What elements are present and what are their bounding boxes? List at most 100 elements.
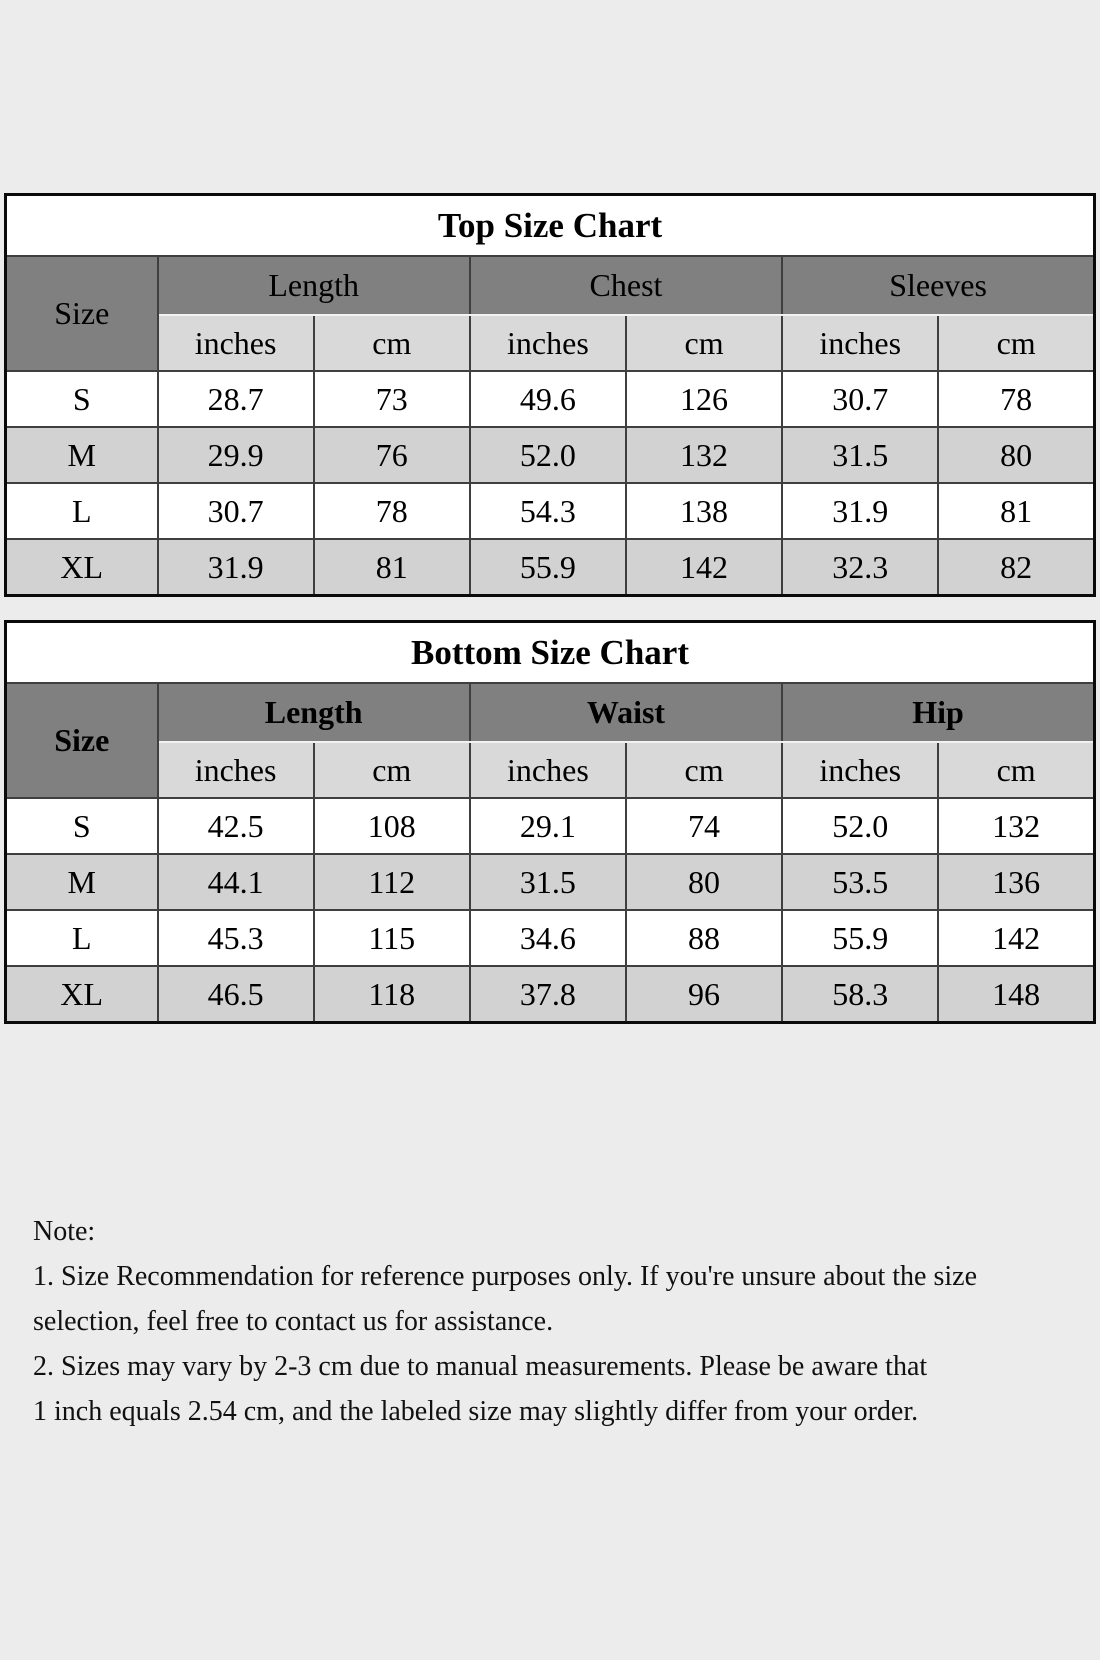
- value-cell: 52.0: [468, 426, 627, 484]
- value-cell: 37.8: [468, 965, 627, 1024]
- value-cell: 46.5: [156, 965, 315, 1024]
- unit-header: inches: [468, 741, 627, 799]
- bottom-chart-title-row: Bottom Size Chart: [4, 620, 1096, 684]
- size-cell: M: [4, 426, 159, 484]
- value-cell: 44.1: [156, 853, 315, 911]
- value-cell: 108: [312, 797, 471, 855]
- value-cell: 81: [312, 538, 471, 597]
- top-chart-row-m: M 29.9 76 52.0 132 31.5 80: [4, 426, 1096, 484]
- bottom-chart-size-header: Size: [4, 682, 159, 799]
- value-cell: 29.1: [468, 797, 627, 855]
- value-cell: 132: [937, 797, 1096, 855]
- value-cell: 142: [624, 538, 784, 597]
- bottom-chart-group-hip: Hip: [781, 682, 1096, 743]
- size-cell: S: [4, 370, 159, 428]
- value-cell: 112: [312, 853, 471, 911]
- value-cell: 136: [937, 853, 1096, 911]
- value-cell: 58.3: [781, 965, 940, 1024]
- unit-header: cm: [312, 741, 471, 799]
- unit-header: inches: [156, 741, 315, 799]
- value-cell: 54.3: [468, 482, 627, 540]
- bottom-chart-group-header-row: Size Length Waist Hip: [4, 682, 1096, 799]
- size-cell: L: [4, 909, 159, 967]
- value-cell: 96: [624, 965, 784, 1024]
- value-cell: 29.9: [156, 426, 315, 484]
- value-cell: 148: [937, 965, 1096, 1024]
- value-cell: 80: [624, 853, 784, 911]
- bottom-size-chart-table: Bottom Size Chart Size Length Waist Hip …: [4, 620, 1096, 1024]
- value-cell: 32.3: [781, 538, 940, 597]
- value-cell: 126: [624, 370, 784, 428]
- unit-header: inches: [781, 314, 940, 372]
- bottom-chart-row-l: L 45.3 115 34.6 88 55.9 142: [4, 909, 1096, 967]
- top-size-chart-table: Top Size Chart Size Length Chest Sleeves…: [4, 193, 1096, 597]
- unit-header: cm: [312, 314, 471, 372]
- top-chart-title-row: Top Size Chart: [4, 193, 1096, 257]
- value-cell: 142: [937, 909, 1096, 967]
- top-chart-group-sleeves: Sleeves: [781, 255, 1096, 316]
- value-cell: 115: [312, 909, 471, 967]
- value-cell: 132: [624, 426, 784, 484]
- size-cell: XL: [4, 965, 159, 1024]
- note-line-1-continued: selection, feel free to contact us for a…: [33, 1306, 554, 1337]
- value-cell: 78: [937, 370, 1096, 428]
- value-cell: 30.7: [781, 370, 940, 428]
- value-cell: 138: [624, 482, 784, 540]
- value-cell: 30.7: [156, 482, 315, 540]
- bottom-chart-group-waist: Waist: [468, 682, 784, 743]
- value-cell: 80: [937, 426, 1096, 484]
- top-chart-size-header: Size: [4, 255, 159, 372]
- unit-header: cm: [937, 314, 1096, 372]
- value-cell: 82: [937, 538, 1096, 597]
- top-chart-unit-header-row: inches cm inches cm inches cm: [6, 314, 1096, 372]
- value-cell: 42.5: [156, 797, 315, 855]
- unit-header: inches: [156, 314, 315, 372]
- value-cell: 31.9: [781, 482, 940, 540]
- top-chart-group-chest: Chest: [468, 255, 784, 316]
- bottom-chart-row-xl: XL 46.5 118 37.8 96 58.3 148: [4, 965, 1096, 1024]
- unit-header: cm: [624, 314, 784, 372]
- size-cell: S: [4, 797, 159, 855]
- top-chart-group-length: Length: [156, 255, 471, 316]
- value-cell: 55.9: [781, 909, 940, 967]
- value-cell: 118: [312, 965, 471, 1024]
- unit-header: inches: [468, 314, 627, 372]
- value-cell: 45.3: [156, 909, 315, 967]
- size-cell: XL: [4, 538, 159, 597]
- value-cell: 88: [624, 909, 784, 967]
- value-cell: 31.9: [156, 538, 315, 597]
- note-block: Note: 1. Size Recommendation for referen…: [33, 1209, 1080, 1434]
- value-cell: 31.5: [781, 426, 940, 484]
- value-cell: 76: [312, 426, 471, 484]
- value-cell: 55.9: [468, 538, 627, 597]
- value-cell: 34.6: [468, 909, 627, 967]
- value-cell: 73: [312, 370, 471, 428]
- bottom-chart-group-length: Length: [156, 682, 471, 743]
- note-heading: Note:: [33, 1216, 96, 1247]
- top-chart-row-s: S 28.7 73 49.6 126 30.7 78: [4, 370, 1096, 428]
- note-line-2-continued: 1 inch equals 2.54 cm, and the labeled s…: [33, 1396, 919, 1427]
- note-line-1: 1. Size Recommendation for reference pur…: [33, 1261, 978, 1292]
- unit-header: cm: [937, 741, 1096, 799]
- value-cell: 28.7: [156, 370, 315, 428]
- size-cell: M: [4, 853, 159, 911]
- bottom-chart-unit-header-row: inches cm inches cm inches cm: [6, 741, 1096, 799]
- bottom-chart-row-s: S 42.5 108 29.1 74 52.0 132: [4, 797, 1096, 855]
- size-cell: L: [4, 482, 159, 540]
- value-cell: 49.6: [468, 370, 627, 428]
- unit-header: cm: [624, 741, 784, 799]
- value-cell: 78: [312, 482, 471, 540]
- value-cell: 74: [624, 797, 784, 855]
- top-chart-row-xl: XL 31.9 81 55.9 142 32.3 82: [4, 538, 1096, 597]
- unit-header: inches: [781, 741, 940, 799]
- value-cell: 81: [937, 482, 1096, 540]
- value-cell: 31.5: [468, 853, 627, 911]
- top-chart-title: Top Size Chart: [4, 193, 1096, 257]
- bottom-chart-title: Bottom Size Chart: [4, 620, 1096, 684]
- note-line-2: 2. Sizes may vary by 2-3 cm due to manua…: [33, 1351, 928, 1382]
- bottom-chart-row-m: M 44.1 112 31.5 80 53.5 136: [4, 853, 1096, 911]
- top-chart-row-l: L 30.7 78 54.3 138 31.9 81: [4, 482, 1096, 540]
- value-cell: 53.5: [781, 853, 940, 911]
- value-cell: 52.0: [781, 797, 940, 855]
- top-chart-group-header-row: Size Length Chest Sleeves: [4, 255, 1096, 372]
